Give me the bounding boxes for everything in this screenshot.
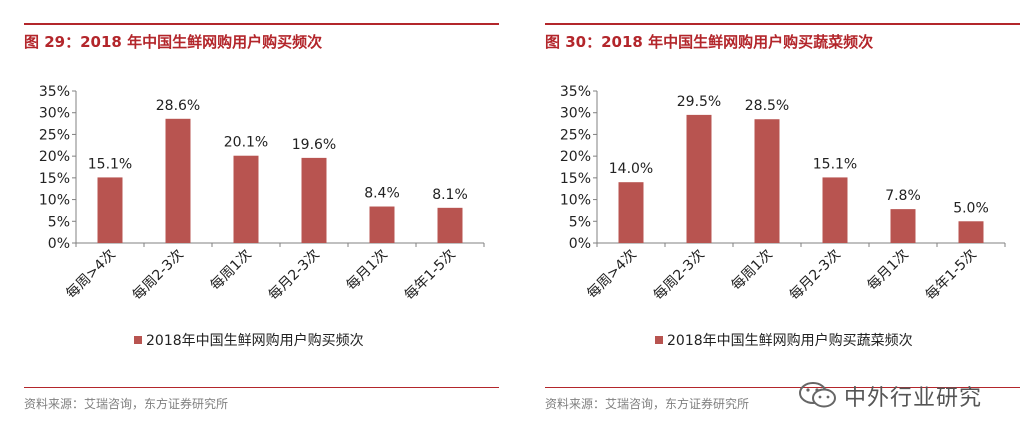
- data-label: 8.4%: [364, 186, 400, 202]
- legend-label: 2018年中国生鲜网购用户购买蔬菜频次: [667, 332, 913, 349]
- bar: [958, 221, 984, 243]
- y-tick-label: 20%: [560, 149, 591, 165]
- y-tick-label: 15%: [560, 171, 591, 187]
- bar: [233, 155, 259, 243]
- bar: [165, 118, 191, 243]
- chart-panel-left: 图 29：2018 年中国生鲜网购用户购买频次 0% 5% 10% 15% 20% 25%…: [24, 0, 499, 439]
- chart-panel-right: 图 30：2018 年中国生鲜网购用户购买蔬菜频次 0% 5% 10% 15% 20% 2…: [545, 0, 1020, 439]
- title-rule: [545, 23, 1020, 25]
- x-tick-label: 每周1次: [729, 247, 776, 294]
- source-rule: [545, 387, 1020, 388]
- bar: [754, 119, 780, 243]
- legend-swatch: [655, 336, 663, 344]
- legend-label: 2018年中国生鲜网购用户购买频次: [146, 332, 364, 349]
- y-tick-label: 20%: [39, 149, 70, 165]
- y-tick-label: 25%: [39, 127, 70, 143]
- data-label: 15.1%: [813, 156, 857, 172]
- y-tick-label: 5%: [48, 214, 70, 230]
- y-tick-label: 35%: [39, 84, 70, 100]
- bar: [369, 206, 395, 243]
- data-label: 28.5%: [745, 98, 789, 114]
- figure-title-text: 2018 年中国生鲜网购用户购买蔬菜频次: [601, 33, 874, 51]
- x-tick-label: 每月1次: [865, 247, 912, 294]
- x-tick-label: 每周2-3次: [651, 247, 708, 304]
- y-tick-label: 35%: [560, 84, 591, 100]
- data-label: 20.1%: [224, 135, 268, 151]
- y-tick-label: 30%: [560, 106, 591, 122]
- bar: [301, 157, 327, 243]
- data-label: 5.0%: [953, 200, 989, 216]
- source-note: 资料来源：艾瑞咨询，东方证券研究所: [545, 397, 750, 411]
- x-tick-label: 每周1次: [208, 247, 255, 294]
- data-label: 7.8%: [885, 188, 921, 204]
- x-tick-label: 每月2-3次: [787, 247, 844, 304]
- bar: [686, 114, 712, 243]
- x-tick-label: 每周>4次: [584, 247, 640, 303]
- wechat-icon: [799, 382, 836, 408]
- source-rule: [24, 387, 499, 388]
- title-rule: [24, 23, 499, 25]
- y-tick-label: 5%: [569, 214, 591, 230]
- data-label: 15.1%: [88, 156, 132, 172]
- x-tick-label: 每周>4次: [63, 247, 119, 303]
- figure-title-text: 2018 年中国生鲜网购用户购买频次: [80, 33, 323, 51]
- bar: [437, 207, 463, 243]
- figure-label: 图 29：: [24, 33, 81, 51]
- watermark-text: 中外行业研究: [844, 386, 983, 411]
- y-tick-label: 30%: [39, 106, 70, 122]
- figure-title: 图 30：2018 年中国生鲜网购用户购买蔬菜频次: [545, 31, 873, 52]
- source-note: 资料来源：艾瑞咨询，东方证券研究所: [24, 397, 229, 411]
- y-tick-label: 10%: [560, 193, 591, 209]
- figure-title: 图 29：2018 年中国生鲜网购用户购买频次: [24, 31, 322, 52]
- data-label: 8.1%: [432, 187, 468, 203]
- bar: [822, 177, 848, 243]
- bar-chart-vegetable-frequency: 0% 5% 10% 15% 20% 25% 30% 35% 14.0% 每周>4次 29.5% 每周2…: [560, 84, 1006, 349]
- bar: [618, 182, 644, 243]
- y-tick-label: 25%: [560, 127, 591, 143]
- y-tick-label: 0%: [569, 236, 591, 252]
- data-label: 29.5%: [677, 94, 721, 110]
- x-tick-label: 每年1-5次: [402, 247, 459, 304]
- data-label: 14.0%: [609, 161, 653, 177]
- bar: [97, 177, 123, 243]
- bar: [890, 209, 916, 243]
- x-tick-label: 每月1次: [344, 247, 391, 294]
- y-tick-label: 15%: [39, 171, 70, 187]
- data-label: 28.6%: [156, 98, 200, 114]
- x-tick-label: 每周2-3次: [130, 247, 187, 304]
- data-label: 19.6%: [292, 137, 336, 153]
- figure-label: 图 30：: [545, 33, 602, 51]
- bar-chart-purchase-frequency: 0% 5% 10% 15% 20% 25% 30% 35% 15.1% 每周>4次 28.6% 每周2…: [39, 84, 485, 349]
- y-tick-label: 0%: [48, 236, 70, 252]
- x-tick-label: 每月2-3次: [266, 247, 323, 304]
- y-tick-label: 10%: [39, 193, 70, 209]
- x-tick-label: 每年1-5次: [923, 247, 980, 304]
- legend-swatch: [134, 336, 142, 344]
